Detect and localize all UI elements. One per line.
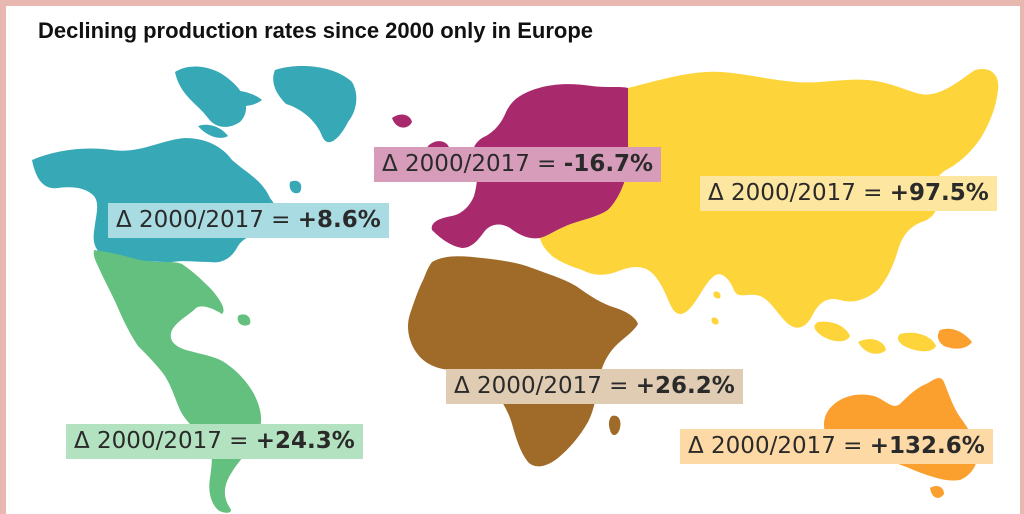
label-south-america-value: +24.3%: [255, 428, 355, 454]
label-asia-value: +97.5%: [889, 180, 989, 206]
frame-top-border: [0, 0, 1024, 6]
label-south-america: Δ 2000/2017 = +24.3%: [66, 424, 363, 459]
region-africa: [408, 256, 638, 467]
label-oceania-prefix: Δ 2000/2017 =: [688, 433, 870, 459]
label-europe-prefix: Δ 2000/2017 =: [382, 151, 564, 177]
label-asia-prefix: Δ 2000/2017 =: [708, 180, 890, 206]
label-africa-prefix: Δ 2000/2017 =: [454, 373, 636, 399]
frame-left-border: [0, 0, 6, 514]
frame-right-border: [1020, 0, 1024, 514]
label-africa: Δ 2000/2017 = +26.2%: [446, 369, 743, 404]
label-north-america-value: +8.6%: [297, 207, 381, 233]
region-oceania: [824, 328, 978, 498]
label-asia: Δ 2000/2017 = +97.5%: [700, 176, 997, 211]
label-europe-value: -16.7%: [563, 151, 654, 177]
label-north-america-prefix: Δ 2000/2017 =: [116, 207, 298, 233]
label-oceania-value: +132.6%: [869, 433, 985, 459]
label-oceania: Δ 2000/2017 = +132.6%: [680, 429, 993, 464]
region-south-america: [93, 250, 262, 513]
label-south-america-prefix: Δ 2000/2017 =: [74, 428, 256, 454]
label-north-america: Δ 2000/2017 = +8.6%: [108, 203, 389, 238]
label-europe: Δ 2000/2017 = -16.7%: [374, 147, 662, 182]
map-title: Declining production rates since 2000 on…: [38, 18, 594, 43]
label-africa-value: +26.2%: [635, 373, 735, 399]
